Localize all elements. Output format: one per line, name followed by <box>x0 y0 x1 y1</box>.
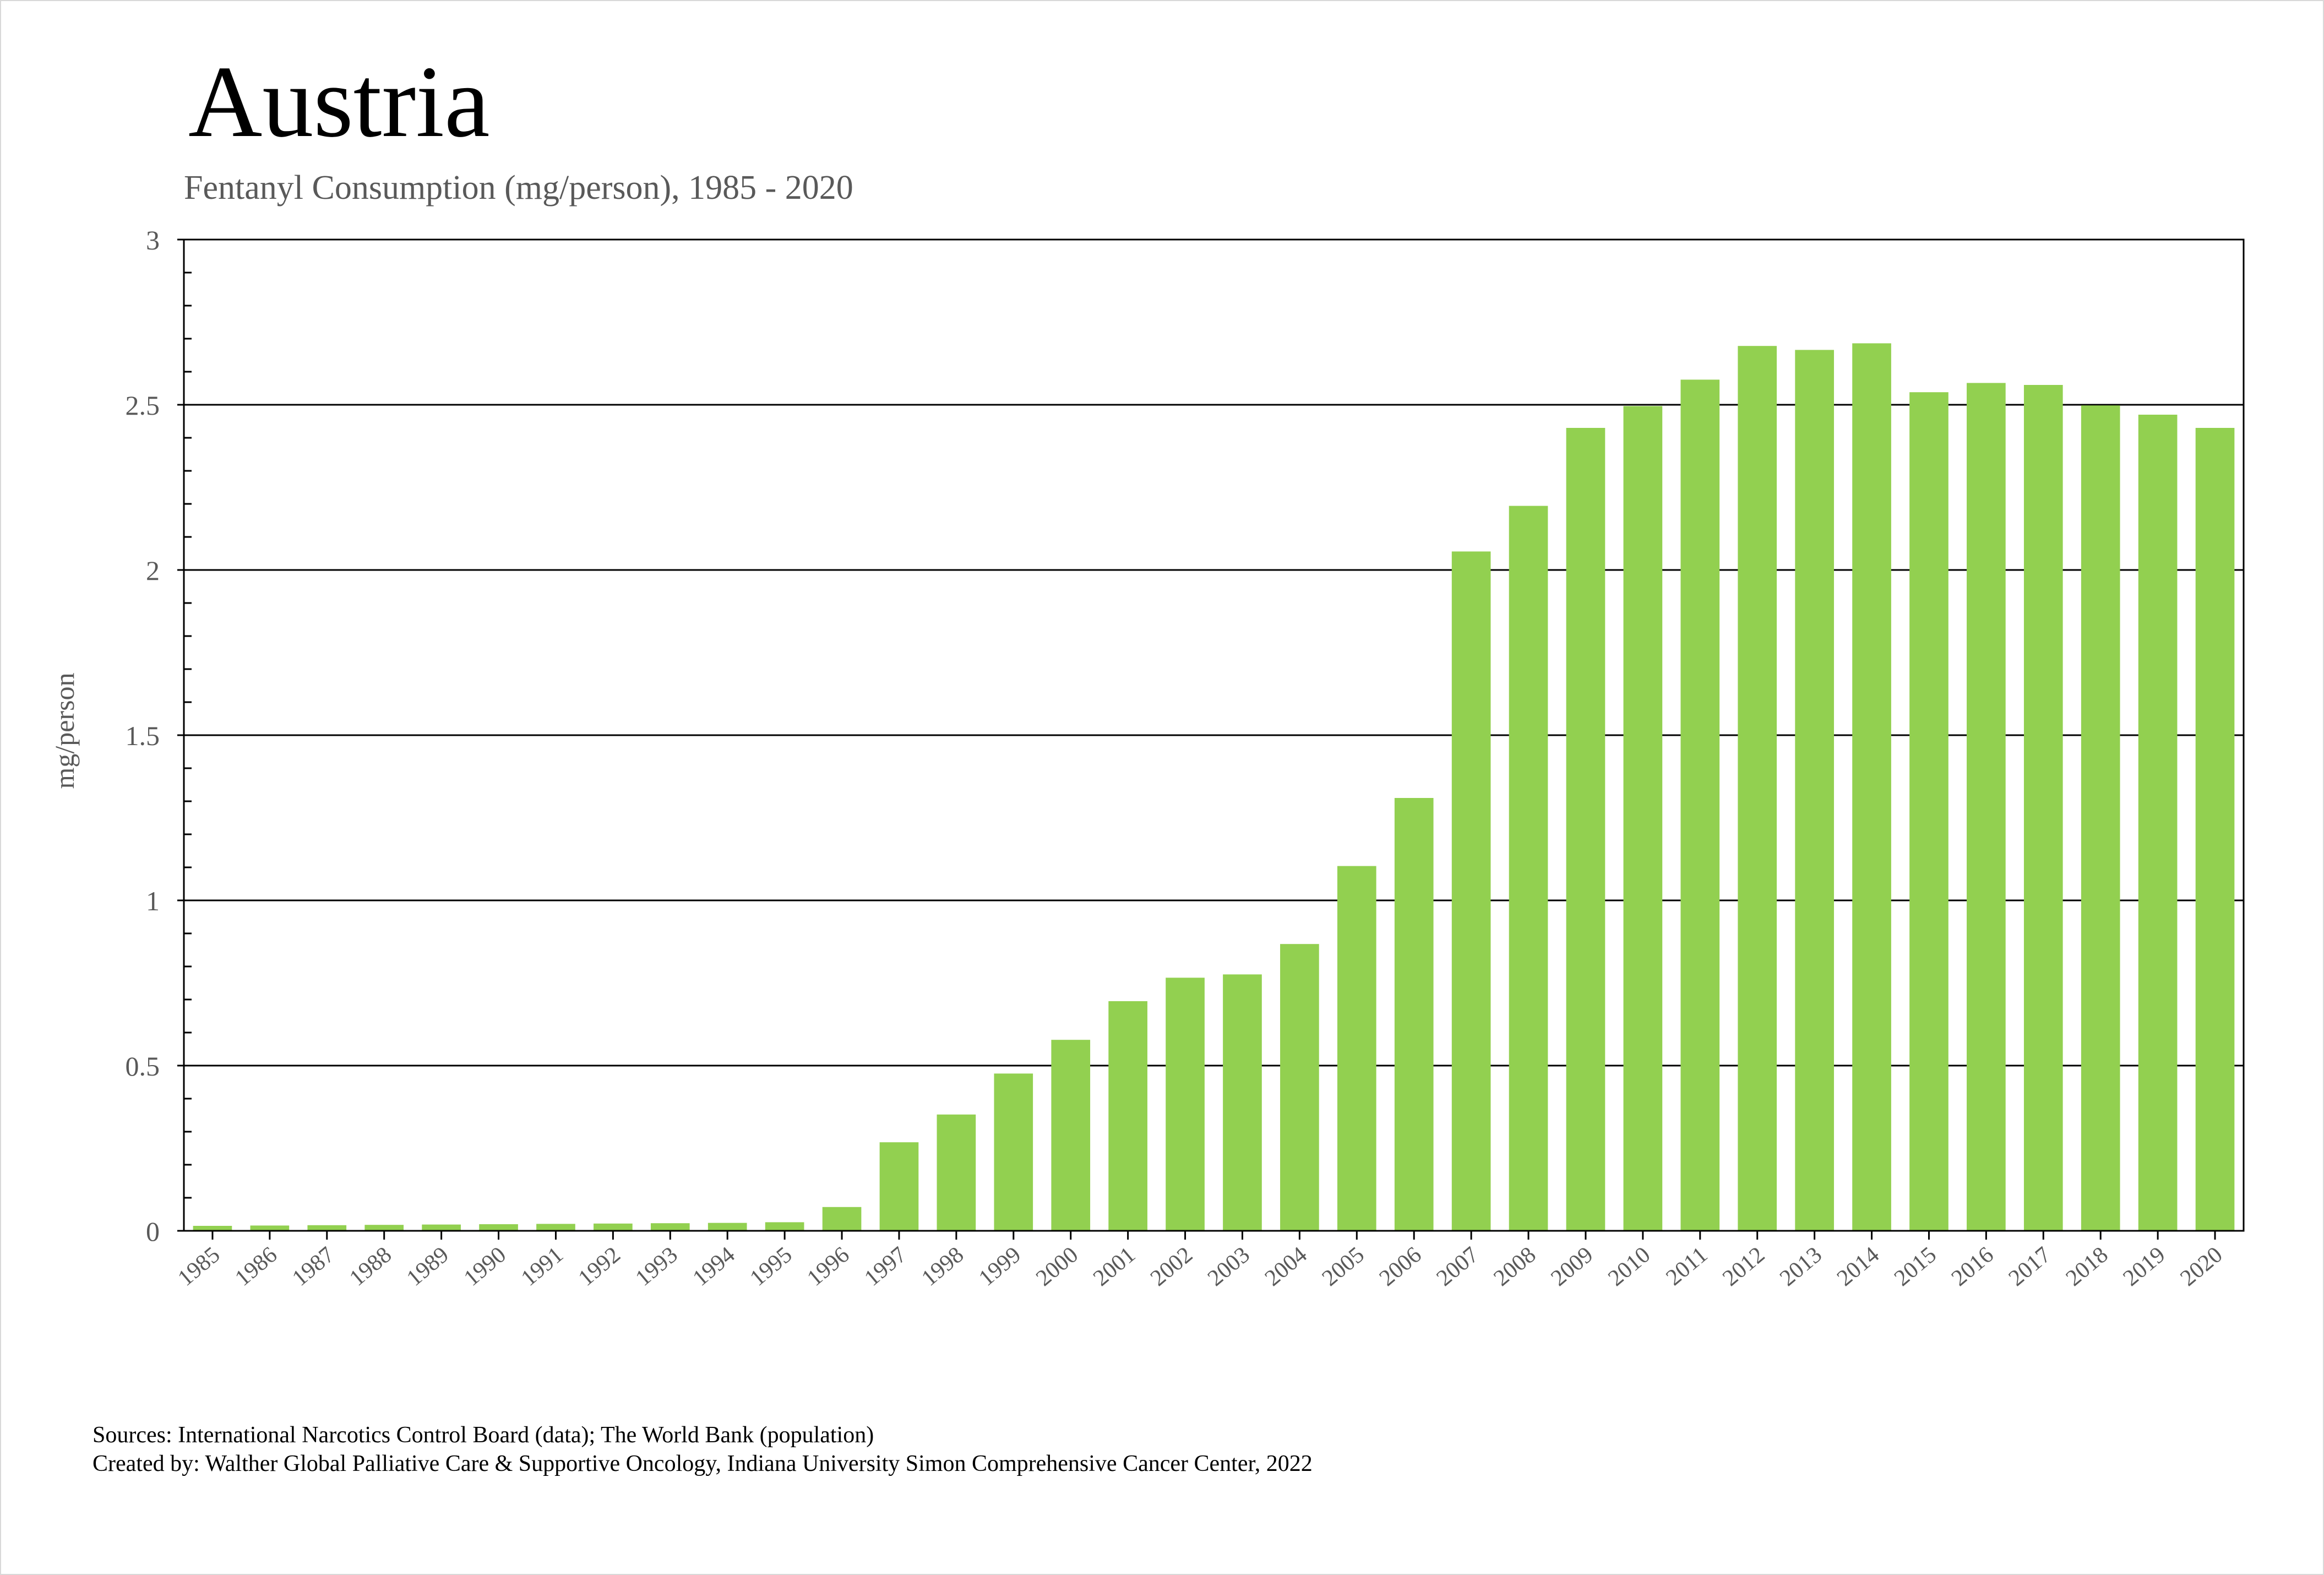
x-tick-label: 2007 <box>1432 1242 1484 1291</box>
bar <box>250 1225 290 1231</box>
x-tick-label: 2017 <box>2004 1242 2056 1291</box>
x-tick-label: 2010 <box>1603 1242 1655 1291</box>
x-tick-label: 1987 <box>287 1242 339 1291</box>
bar <box>822 1207 862 1231</box>
bar <box>422 1224 461 1231</box>
created-by-note: Created by: Walther Global Palliative Ca… <box>92 1451 1313 1476</box>
x-tick-label: 1991 <box>516 1242 568 1291</box>
x-tick-label: 1986 <box>230 1242 282 1291</box>
x-tick-label: 2018 <box>2061 1242 2113 1291</box>
x-tick-label: 2016 <box>1947 1242 1999 1291</box>
bar <box>1166 977 1205 1231</box>
x-tick-label: 2020 <box>2176 1242 2228 1291</box>
x-tick-label: 2011 <box>1661 1242 1712 1290</box>
x-tick-label: 1988 <box>345 1242 396 1291</box>
x-tick-label: 1999 <box>974 1242 1026 1291</box>
x-tick-label: 2004 <box>1260 1242 1312 1291</box>
bar <box>1223 974 1262 1231</box>
x-tick-label: 1989 <box>402 1242 454 1291</box>
bar <box>937 1114 976 1231</box>
bar <box>2138 415 2178 1231</box>
bar <box>364 1225 404 1231</box>
x-tick-label: 2000 <box>1031 1242 1083 1291</box>
bar <box>1623 406 1663 1231</box>
bar <box>1337 866 1376 1231</box>
y-tick-label: 1.5 <box>126 720 160 751</box>
bar <box>594 1223 633 1231</box>
bar <box>2195 428 2235 1231</box>
x-tick-label: 2015 <box>1890 1242 1941 1291</box>
bar <box>536 1224 575 1231</box>
sources-note: Sources: International Narcotics Control… <box>92 1422 874 1448</box>
bar <box>1451 551 1491 1231</box>
bar <box>1280 944 1319 1231</box>
bar <box>1680 379 1720 1231</box>
x-tick-label: 1992 <box>574 1242 625 1291</box>
x-tick-label: 2014 <box>1832 1242 1884 1291</box>
chart-subtitle: Fentanyl Consumption (mg/person), 1985 -… <box>184 169 853 207</box>
bar <box>1967 383 2006 1231</box>
x-tick-label: 1998 <box>917 1242 968 1291</box>
bar <box>1795 350 1834 1231</box>
bar <box>193 1226 232 1231</box>
y-tick-label: 0.5 <box>126 1051 160 1082</box>
x-tick-label: 2009 <box>1546 1242 1598 1291</box>
bar <box>1509 506 1548 1231</box>
x-tick-label: 2001 <box>1088 1242 1140 1291</box>
x-tick-label: 2003 <box>1203 1242 1255 1291</box>
bar <box>1909 392 1949 1231</box>
bar <box>479 1224 518 1231</box>
x-tick-label: 1994 <box>688 1242 740 1291</box>
bar <box>2023 385 2063 1231</box>
bar <box>2081 405 2120 1231</box>
bar <box>1051 1040 1091 1231</box>
x-tick-label: 1997 <box>859 1242 911 1291</box>
x-tick-label: 2005 <box>1318 1242 1369 1291</box>
bar <box>307 1225 347 1231</box>
bar <box>994 1073 1033 1231</box>
bar <box>1566 428 1605 1231</box>
x-tick-label: 2002 <box>1146 1242 1198 1291</box>
y-tick-label: 0 <box>146 1216 160 1247</box>
bar <box>1738 346 1777 1231</box>
bar <box>1108 1001 1147 1231</box>
x-tick-label: 2013 <box>1775 1242 1827 1291</box>
footer: Sources: International Narcotics Control… <box>92 1421 1313 1478</box>
bar <box>765 1222 804 1231</box>
chart-title: Austria <box>188 45 490 159</box>
x-tick-label: 1993 <box>631 1242 683 1291</box>
bar <box>879 1142 919 1231</box>
y-tick-label: 2.5 <box>126 390 160 421</box>
bar <box>707 1223 747 1231</box>
bar <box>650 1223 690 1231</box>
bar <box>1394 798 1434 1231</box>
x-tick-label: 2012 <box>1718 1242 1770 1291</box>
y-tick-label: 2 <box>146 555 160 586</box>
x-tick-label: 1995 <box>745 1242 797 1291</box>
y-tick-label: 1 <box>146 886 160 916</box>
x-tick-label: 2006 <box>1375 1242 1427 1291</box>
bar <box>1852 343 1891 1231</box>
y-tick-label: 3 <box>146 225 160 256</box>
x-tick-label: 1985 <box>173 1242 225 1291</box>
x-tick-label: 2008 <box>1489 1242 1541 1291</box>
y-axis-label: mg/person <box>49 672 80 789</box>
x-tick-label: 1996 <box>803 1242 855 1291</box>
x-tick-label: 2019 <box>2119 1242 2170 1291</box>
x-tick-label: 1990 <box>459 1242 511 1291</box>
